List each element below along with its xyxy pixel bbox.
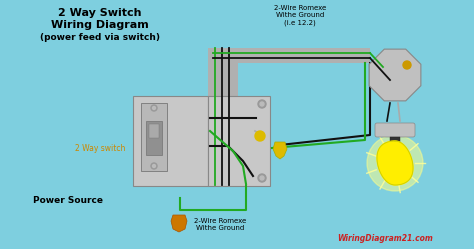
- Bar: [149, 124, 159, 138]
- Text: 2-Wire Romexe
Withe Ground: 2-Wire Romexe Withe Ground: [194, 218, 246, 231]
- Bar: [141, 103, 167, 171]
- Bar: [133, 96, 208, 186]
- Circle shape: [367, 135, 423, 191]
- Text: 2 Way switch: 2 Way switch: [75, 143, 125, 152]
- Text: WiringDiagram21.com: WiringDiagram21.com: [337, 234, 433, 243]
- Bar: [208, 48, 238, 185]
- Circle shape: [260, 176, 264, 180]
- Polygon shape: [377, 141, 413, 185]
- Polygon shape: [273, 142, 287, 159]
- Text: (power feed via switch): (power feed via switch): [40, 33, 160, 42]
- Polygon shape: [369, 49, 421, 101]
- FancyBboxPatch shape: [375, 123, 415, 137]
- Bar: [208, 48, 370, 63]
- Circle shape: [153, 165, 155, 168]
- Circle shape: [258, 174, 266, 182]
- Circle shape: [153, 107, 155, 110]
- Text: 2-Wire Romexe
Withe Ground
(i.e 12.2): 2-Wire Romexe Withe Ground (i.e 12.2): [274, 5, 326, 25]
- Bar: [208, 96, 270, 186]
- Text: Power Source: Power Source: [33, 195, 103, 204]
- Polygon shape: [171, 215, 187, 232]
- Circle shape: [151, 105, 157, 111]
- Bar: [146, 121, 162, 155]
- Text: Wiring Diagram: Wiring Diagram: [51, 20, 149, 30]
- Text: 2 Way Switch: 2 Way Switch: [58, 8, 142, 18]
- Circle shape: [255, 131, 265, 141]
- Circle shape: [151, 163, 157, 169]
- Circle shape: [260, 102, 264, 106]
- Circle shape: [258, 100, 266, 108]
- Bar: [390, 137, 400, 145]
- Circle shape: [403, 61, 411, 69]
